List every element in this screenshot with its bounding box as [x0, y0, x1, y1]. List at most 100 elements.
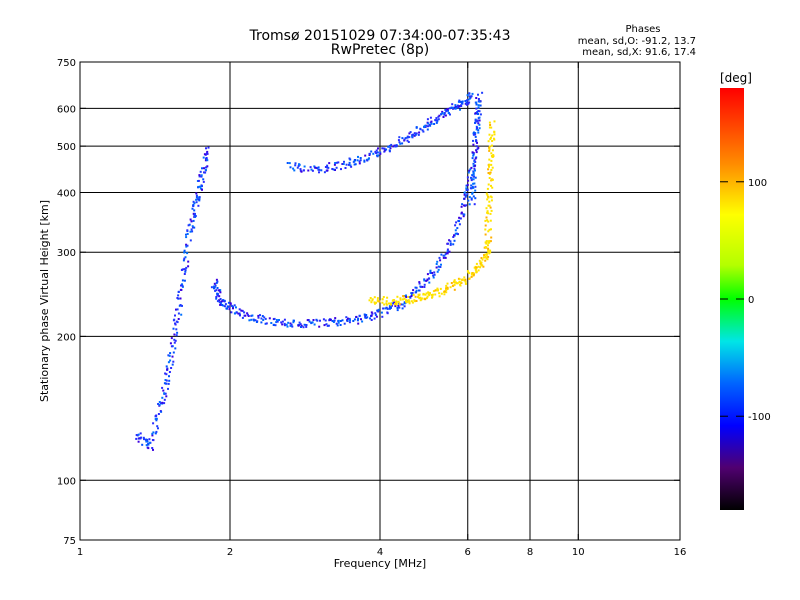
- data-point: [197, 198, 200, 201]
- data-point: [297, 164, 300, 167]
- data-point: [452, 243, 455, 246]
- data-point: [175, 308, 177, 311]
- data-point: [487, 204, 490, 207]
- data-point: [437, 115, 440, 118]
- data-point: [436, 260, 439, 263]
- data-point: [487, 140, 490, 143]
- data-point: [486, 210, 489, 213]
- data-point: [183, 268, 186, 271]
- data-point: [491, 144, 493, 147]
- data-point: [402, 295, 405, 298]
- data-point: [281, 323, 284, 326]
- data-point: [417, 293, 420, 296]
- data-point: [485, 252, 488, 255]
- data-point: [374, 313, 377, 316]
- data-point: [474, 268, 477, 271]
- data-point: [490, 163, 493, 166]
- data-point: [348, 157, 351, 160]
- data-point: [434, 289, 437, 292]
- data-point: [312, 319, 315, 321]
- data-point: [176, 308, 179, 311]
- data-point: [493, 133, 496, 136]
- data-point: [417, 289, 420, 292]
- data-point: [388, 145, 391, 148]
- data-point: [341, 163, 344, 165]
- data-point: [449, 242, 452, 245]
- data-point: [485, 242, 488, 245]
- data-point: [166, 368, 169, 371]
- data-point: [182, 259, 185, 262]
- data-point: [475, 151, 478, 154]
- data-point: [299, 168, 302, 171]
- data-point: [485, 240, 488, 243]
- data-point: [274, 324, 277, 327]
- data-point: [484, 224, 487, 227]
- data-point: [466, 94, 469, 97]
- data-point: [205, 147, 207, 150]
- data-point: [385, 302, 388, 305]
- data-point: [468, 277, 471, 280]
- data-point: [487, 196, 490, 199]
- data-point: [167, 354, 170, 357]
- data-point: [317, 168, 320, 171]
- data-point: [275, 321, 278, 324]
- data-point: [461, 203, 464, 206]
- data-point: [460, 205, 463, 208]
- data-point: [381, 301, 384, 304]
- data-point: [327, 166, 330, 169]
- data-point: [413, 132, 416, 135]
- data-point: [142, 436, 145, 439]
- data-point: [388, 307, 391, 310]
- data-point: [173, 333, 176, 336]
- data-point: [324, 166, 327, 168]
- data-point: [408, 136, 411, 139]
- data-point: [203, 171, 205, 174]
- data-point: [283, 322, 286, 325]
- data-point: [366, 316, 369, 319]
- data-point: [303, 165, 306, 168]
- data-point: [168, 379, 171, 382]
- data-point: [484, 228, 487, 231]
- data-point: [385, 303, 388, 306]
- data-point: [228, 305, 231, 308]
- data-point: [480, 261, 483, 264]
- data-point: [487, 255, 490, 258]
- data-point: [418, 282, 421, 285]
- data-point: [191, 207, 194, 210]
- data-point: [466, 270, 469, 273]
- data-point: [458, 280, 461, 283]
- data-point: [453, 288, 456, 291]
- data-point: [191, 225, 194, 228]
- data-point: [426, 128, 429, 131]
- data-point: [161, 401, 164, 404]
- data-point: [248, 319, 251, 322]
- data-point: [152, 431, 155, 434]
- data-point: [190, 220, 193, 223]
- data-point: [255, 321, 258, 323]
- data-point: [401, 137, 404, 140]
- data-point: [143, 438, 145, 441]
- data-point: [270, 322, 273, 324]
- data-point: [486, 219, 489, 222]
- data-point: [160, 410, 163, 413]
- data-point: [308, 320, 311, 323]
- data-point: [290, 323, 293, 326]
- data-point: [261, 315, 264, 317]
- data-point: [454, 229, 457, 232]
- data-point: [139, 432, 142, 435]
- data-point: [204, 169, 207, 171]
- data-point: [192, 200, 195, 203]
- data-point: [472, 154, 475, 157]
- data-point: [489, 138, 492, 141]
- data-point: [345, 316, 348, 319]
- data-point: [353, 160, 356, 163]
- data-point: [365, 314, 368, 316]
- data-point: [405, 294, 407, 297]
- data-point: [155, 430, 158, 433]
- data-point: [396, 309, 399, 312]
- data-point: [415, 291, 418, 294]
- data-point: [313, 165, 316, 168]
- data-point: [332, 168, 335, 171]
- data-point: [398, 306, 401, 309]
- data-point: [383, 150, 386, 153]
